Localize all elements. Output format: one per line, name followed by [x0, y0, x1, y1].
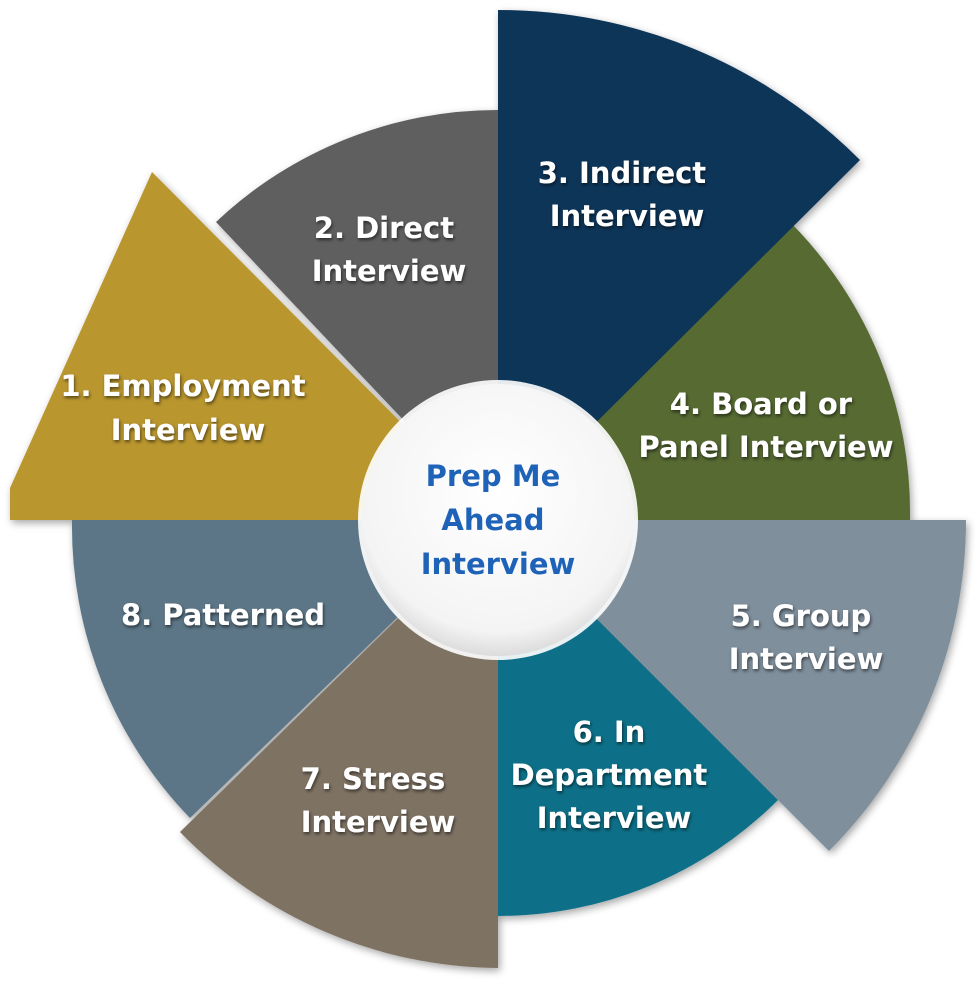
label-patterned-line: 8. Patterned: [121, 598, 325, 632]
label-indirect-line: Interview: [550, 199, 705, 233]
label-stress-line: Interview: [301, 805, 456, 839]
label-patterned: 8. Patterned: [121, 598, 325, 632]
center-title-line: Prep Me: [426, 459, 561, 493]
center-title: Prep Me Ahead Interview: [421, 459, 576, 581]
label-board-panel-line: Panel Interview: [639, 430, 894, 464]
label-group-line: Interview: [729, 642, 884, 676]
label-employment-line: Interview: [111, 413, 266, 447]
label-stress-line: 7. Stress: [301, 762, 446, 796]
label-indirect: 3. Indirect Interview: [538, 156, 717, 233]
label-in-department-line: Interview: [537, 801, 692, 835]
label-in-department-line: 6. In: [573, 715, 646, 749]
labels-layer: 1. Employment Interview 2. Direct Interv…: [60, 156, 893, 839]
label-stress: 7. Stress Interview: [301, 762, 456, 839]
label-employment: 1. Employment Interview: [60, 369, 315, 447]
label-employment-line: 1. Employment: [60, 369, 305, 403]
segment-indirect: [498, 9, 860, 520]
center-title-line: Interview: [421, 547, 576, 581]
label-group: 5. Group Interview: [729, 599, 884, 676]
segment-employment: [10, 172, 498, 520]
label-direct-line: 2. Direct: [314, 211, 454, 245]
label-direct: 2. Direct Interview: [312, 211, 467, 288]
label-direct-line: Interview: [312, 254, 467, 288]
label-group-line: 5. Group: [731, 599, 872, 633]
center-hub: Prep Me Ahead Interview: [358, 380, 638, 660]
center-title-line: Ahead: [441, 503, 544, 537]
label-indirect-line: 3. Indirect: [538, 156, 707, 190]
label-board-panel-line: 4. Board or: [670, 387, 853, 421]
center-circle: [362, 384, 634, 656]
label-in-department-line: Department: [511, 758, 708, 792]
label-board-panel: 4. Board or Panel Interview: [639, 387, 894, 464]
segment-group: [498, 520, 967, 851]
label-in-department: 6. In Department Interview: [511, 715, 718, 835]
